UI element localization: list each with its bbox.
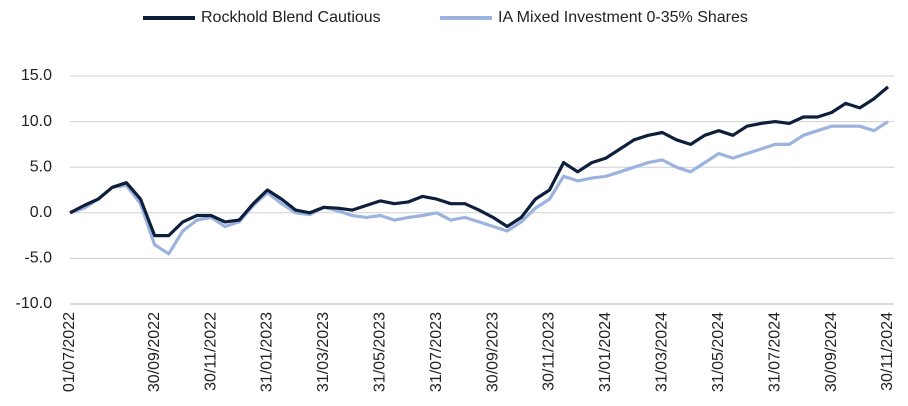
x-tick-label: 30/11/2024	[879, 312, 896, 391]
x-tick-label: 31/05/2023	[371, 312, 388, 392]
x-tick-label: 31/07/2023	[428, 312, 445, 392]
y-tick-label: 15.0	[21, 67, 52, 84]
x-tick-label: 31/01/2023	[259, 312, 276, 392]
x-tick-label: 30/09/2023	[484, 312, 501, 392]
series-line	[69, 85, 890, 238]
y-tick-label: 10.0	[21, 113, 52, 130]
x-tick-label: 31/01/2024	[597, 312, 614, 392]
y-tick-label: 5.0	[30, 158, 52, 175]
legend-label: IA Mixed Investment 0-35% Shares	[498, 9, 748, 26]
x-tick-label: 01/07/2022	[61, 312, 78, 392]
x-tick-label: 31/03/2023	[315, 312, 332, 392]
legend-label: Rockhold Blend Cautious	[201, 9, 381, 26]
x-tick-label: 30/09/2024	[823, 312, 840, 392]
x-tick-label: 31/07/2024	[766, 312, 783, 392]
series-line	[69, 120, 889, 256]
x-tick-label: 31/03/2024	[654, 312, 671, 392]
x-tick-label: 30/11/2022	[202, 312, 219, 391]
x-tick-label: 31/05/2024	[710, 312, 727, 392]
y-tick-label: -5.0	[24, 250, 52, 267]
x-tick-label: 30/11/2023	[541, 312, 558, 391]
y-tick-label: 0.0	[30, 204, 52, 221]
y-tick-label: -10.0	[16, 295, 53, 312]
x-tick-label: 30/09/2022	[146, 312, 163, 392]
